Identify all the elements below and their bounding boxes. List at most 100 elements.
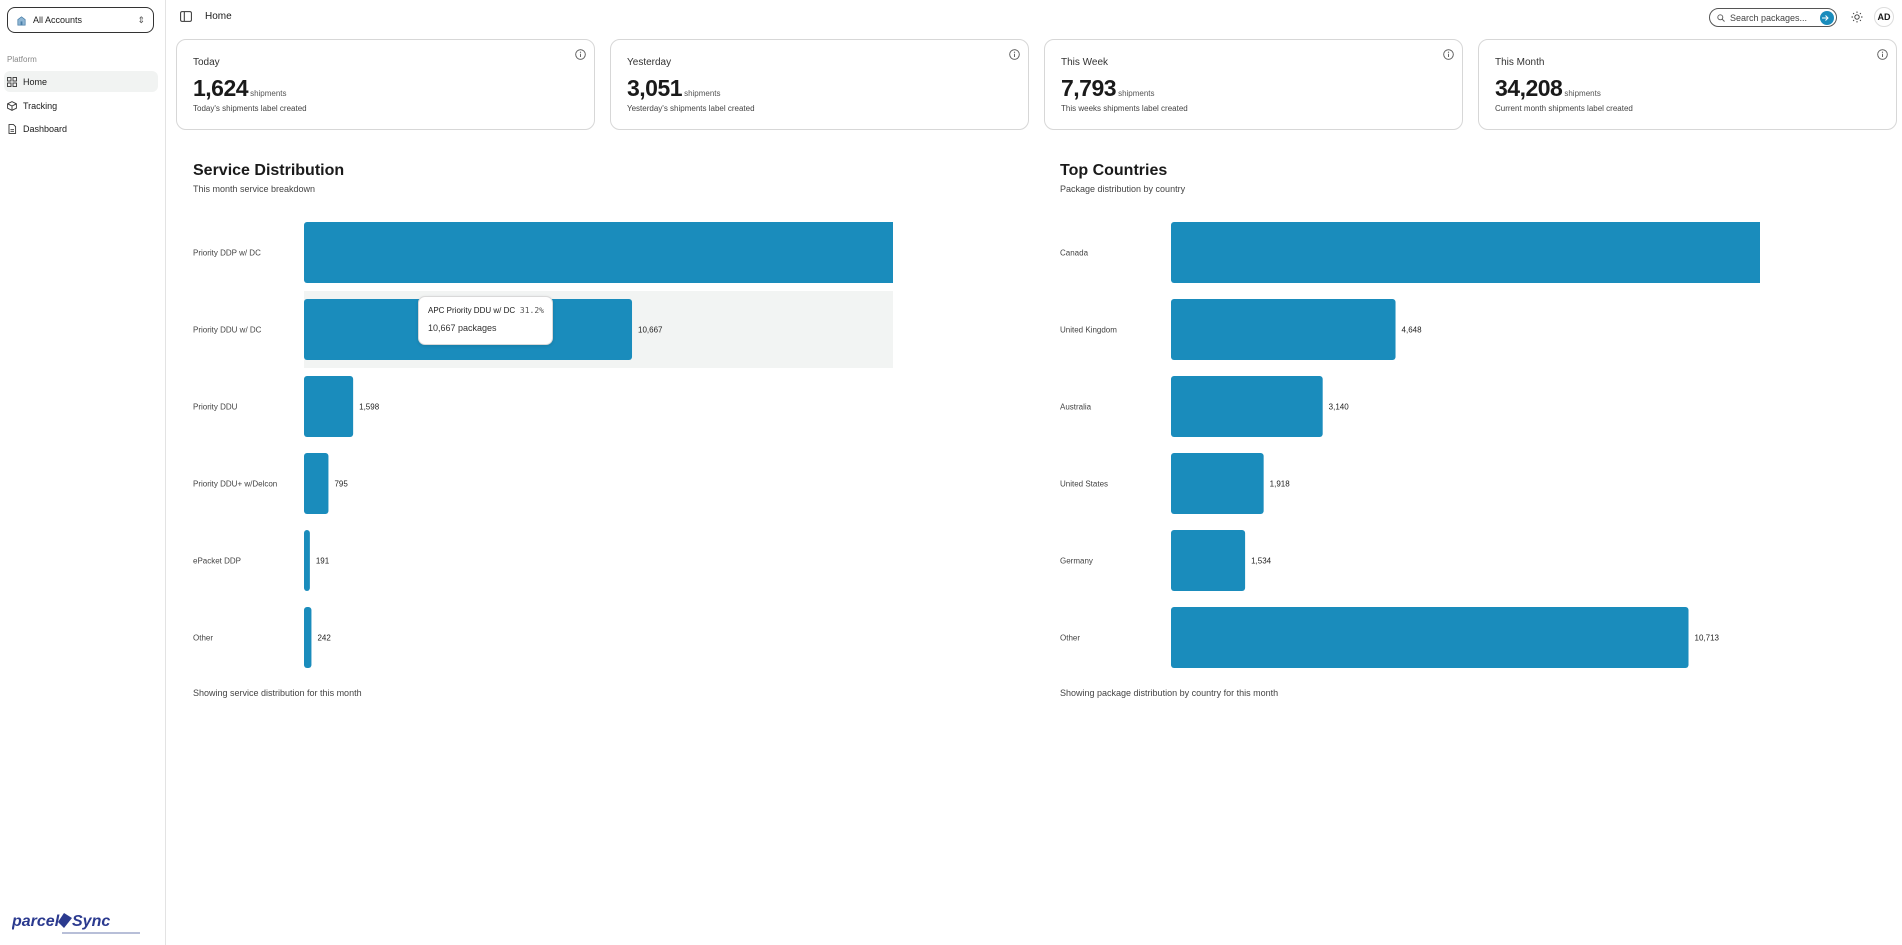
bar[interactable] [304, 376, 354, 437]
sidebar-item-label: Home [23, 76, 48, 87]
value-label: 1,918 [1270, 480, 1291, 489]
country-bar-chart[interactable]: Canada12,255United Kingdom4,648Australia… [1060, 208, 1760, 678]
stat-card-today: Today 1,624 shipments Today's shipments l… [176, 39, 595, 130]
category-label: Priority DDP w/ DC [193, 249, 261, 258]
file-icon [8, 123, 17, 134]
breadcrumb: Home [205, 11, 232, 22]
tooltip-count: 10,667 packages [428, 323, 497, 333]
chart-subtitle: This month service breakdown [193, 184, 316, 194]
sidebar-toggle-icon[interactable] [180, 11, 192, 22]
category-label: Germany [1060, 557, 1093, 566]
service-bar-chart[interactable]: Priority DDP w/ DC20,715Priority DDU w/ … [193, 208, 893, 678]
stat-card-value: 1,624 [193, 75, 249, 101]
service-distribution-chart: Service Distribution This month service … [193, 158, 893, 708]
nav-group-label: Platform [7, 55, 37, 64]
bar[interactable] [304, 453, 329, 514]
chart-footer: Showing service distribution for this mo… [193, 688, 362, 698]
search-submit-button[interactable] [1820, 11, 1834, 25]
info-icon[interactable] [1443, 49, 1454, 60]
stat-card-description: Current month shipments label created [1495, 104, 1633, 113]
category-label: United States [1060, 480, 1108, 489]
chart-subtitle: Package distribution by country [1060, 184, 1186, 194]
stat-card-unit: shipments [684, 89, 721, 98]
stat-card-unit: shipments [1564, 89, 1601, 98]
stat-card-title: Yesterday [627, 57, 672, 68]
sidebar-item-tracking[interactable]: Tracking [4, 95, 158, 116]
svg-text:parcel: parcel [12, 913, 60, 930]
stat-card-unit: shipments [250, 89, 287, 98]
search-box[interactable]: Search packages... [1709, 8, 1837, 27]
bar[interactable] [304, 222, 893, 283]
category-label: Other [1060, 634, 1080, 643]
value-label: 3,140 [1329, 403, 1350, 412]
stat-card-value: 7,793 [1061, 75, 1117, 101]
bar[interactable] [1171, 222, 1760, 283]
value-label: 1,598 [359, 403, 380, 412]
stat-card-unit: shipments [1118, 89, 1155, 98]
bar[interactable] [304, 607, 312, 668]
value-label: 191 [316, 557, 330, 566]
stat-card-description: Today's shipments label created [193, 104, 307, 113]
stat-card-value-row: 1,624 shipments [193, 75, 287, 102]
stat-card-value-row: 3,051 shipments [627, 75, 721, 102]
bar[interactable] [1171, 453, 1264, 514]
bar[interactable] [1171, 607, 1689, 668]
sidebar-item-dashboard[interactable]: Dashboard [4, 118, 158, 139]
account-select-label: All Accounts [33, 15, 83, 25]
stat-card-description: Yesterday's shipments label created [627, 104, 755, 113]
search-icon [1717, 13, 1725, 22]
top-header: Home Search packages... AD [167, 0, 1902, 34]
stat-card-this-month: This Month 34,208 shipments Current month… [1478, 39, 1897, 130]
sidebar-item-label: Tracking [23, 100, 58, 111]
avatar[interactable]: AD [1874, 7, 1894, 27]
chart-title: Top Countries [1060, 162, 1168, 179]
sidebar: All Accounts ⇕ Platform Home Tracking Da… [0, 0, 166, 945]
category-label: Australia [1060, 403, 1092, 412]
chart-footer: Showing package distribution by country … [1060, 688, 1279, 698]
chart-title: Service Distribution [193, 162, 345, 179]
sun-icon[interactable] [1851, 11, 1863, 23]
sidebar-item-label: Dashboard [23, 123, 68, 134]
building-icon [17, 15, 26, 25]
value-label: 10,667 [638, 326, 663, 335]
tooltip-percent: 31.2% [519, 306, 544, 315]
svg-text:Sync: Sync [72, 913, 110, 930]
info-icon[interactable] [1009, 49, 1020, 60]
stat-card-yesterday: Yesterday 3,051 shipments Yesterday's shi… [610, 39, 1029, 130]
box-icon [7, 100, 17, 111]
info-icon[interactable] [1877, 49, 1888, 60]
stat-card-value-row: 7,793 shipments [1061, 75, 1155, 102]
stat-card-title: Today [193, 57, 220, 68]
account-select[interactable]: All Accounts ⇕ [7, 7, 154, 33]
category-label: United Kingdom [1060, 326, 1117, 335]
value-label: 795 [334, 480, 348, 489]
category-label: Priority DDU+ w/Delcon [193, 480, 277, 489]
grid-icon [7, 76, 17, 87]
value-label: 10,713 [1695, 634, 1720, 643]
value-label: 4,648 [1402, 326, 1423, 335]
bar[interactable] [304, 530, 310, 591]
tooltip-service-name: APC Priority DDU w/ DC [428, 306, 516, 315]
stat-card-title: This Month [1495, 57, 1545, 68]
bar[interactable] [1171, 376, 1323, 437]
stat-card-this-week: This Week 7,793 shipments This weeks ship… [1044, 39, 1463, 130]
category-label: Other [193, 634, 213, 643]
stat-card-description: This weeks shipments label created [1061, 104, 1188, 113]
stat-card-value: 34,208 [1495, 75, 1563, 101]
arrow-right-icon [1821, 15, 1829, 21]
info-icon[interactable] [575, 49, 586, 60]
stat-card-value-row: 34,208 shipments [1495, 75, 1601, 102]
category-label: ePacket DDP [193, 557, 241, 566]
top-countries-chart: Top Countries Package distribution by co… [1060, 158, 1760, 708]
bar[interactable] [1171, 299, 1396, 360]
bar[interactable] [1171, 530, 1246, 591]
value-label: 242 [317, 634, 331, 643]
sidebar-item-home[interactable]: Home [4, 71, 158, 92]
stat-card-value: 3,051 [627, 75, 683, 101]
category-label: Priority DDU [193, 403, 238, 412]
chart-tooltip: APC Priority DDU w/ DC 31.2% 10,667 pack… [418, 296, 553, 345]
search-input[interactable]: Search packages... [1730, 12, 1808, 23]
stat-card-title: This Week [1061, 57, 1109, 68]
category-label: Canada [1060, 249, 1089, 258]
parcelsync-logo: parcel Sync [12, 913, 140, 934]
